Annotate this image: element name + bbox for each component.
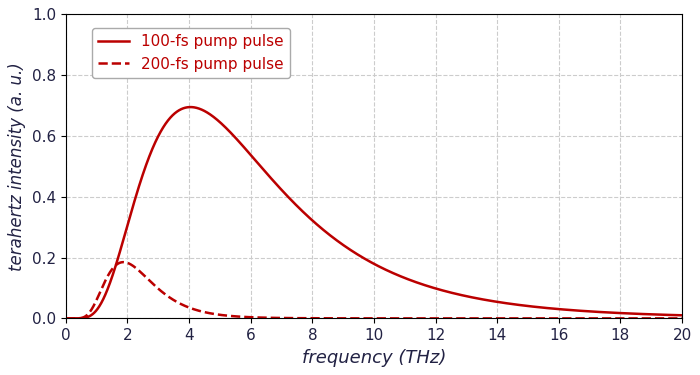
200-fs pump pulse bbox=[678, 316, 686, 321]
Line: 200-fs pump pulse: 200-fs pump pulse bbox=[66, 262, 682, 318]
X-axis label: frequency (THz): frequency (THz) bbox=[302, 349, 446, 367]
200-fs pump pulse bbox=[298, 316, 307, 321]
100-fs pump pulse bbox=[666, 313, 674, 317]
200-fs pump pulse bbox=[666, 316, 674, 321]
Line: 100-fs pump pulse: 100-fs pump pulse bbox=[66, 107, 682, 318]
100-fs pump pulse bbox=[132, 193, 141, 198]
200-fs pump pulse bbox=[169, 297, 177, 302]
100-fs pump pulse bbox=[169, 113, 177, 117]
200-fs pump pulse bbox=[132, 266, 141, 271]
200-fs pump pulse bbox=[62, 316, 70, 321]
200-fs pump pulse bbox=[119, 260, 127, 264]
200-fs pump pulse bbox=[325, 316, 333, 321]
200-fs pump pulse bbox=[600, 316, 608, 321]
100-fs pump pulse bbox=[186, 105, 195, 110]
100-fs pump pulse bbox=[600, 310, 608, 315]
Y-axis label: terahertz intensity (a. u.): terahertz intensity (a. u.) bbox=[8, 62, 27, 271]
Legend: 100-fs pump pulse, 200-fs pump pulse: 100-fs pump pulse, 200-fs pump pulse bbox=[92, 28, 290, 78]
100-fs pump pulse bbox=[678, 313, 686, 318]
100-fs pump pulse bbox=[62, 316, 70, 321]
100-fs pump pulse bbox=[298, 209, 307, 213]
100-fs pump pulse bbox=[325, 232, 333, 237]
